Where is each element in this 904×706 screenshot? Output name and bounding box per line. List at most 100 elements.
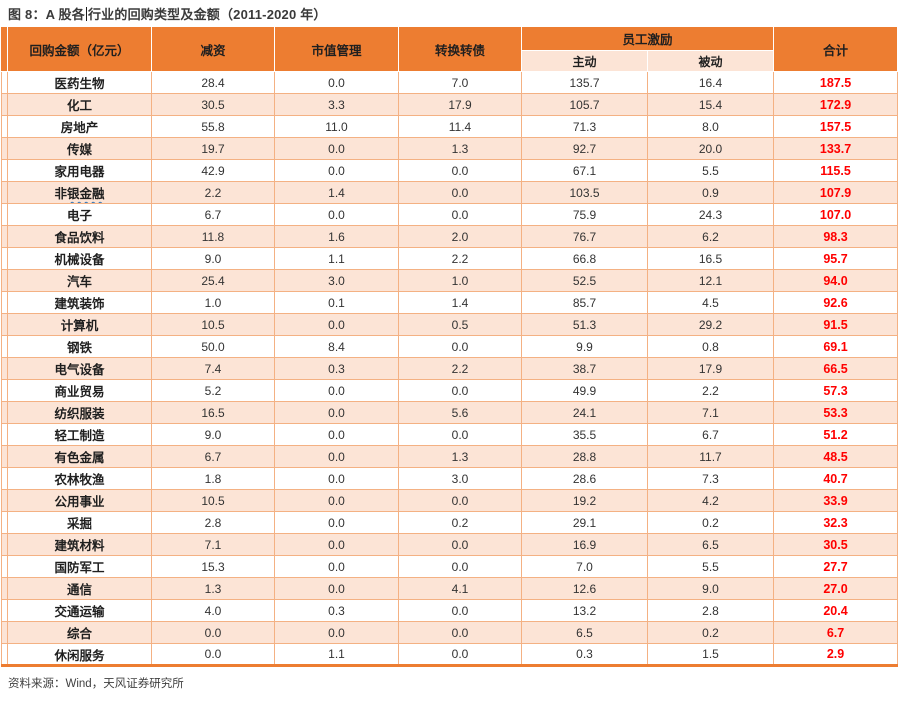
row-label-cell: 汽车 <box>7 269 152 292</box>
figure-title-suffix: 行业的回购类型及金额（2011-2020 年） <box>87 7 327 22</box>
value-cell: 0.0 <box>398 643 522 666</box>
value-cell: 1.3 <box>151 577 275 600</box>
value-cell: 7.3 <box>646 467 775 490</box>
value-cell: 9.0 <box>151 423 275 446</box>
value-cell: 24.1 <box>521 401 648 424</box>
total-cell: 51.2 <box>773 423 899 446</box>
value-cell: 35.5 <box>521 423 648 446</box>
value-cell: 49.9 <box>521 379 648 402</box>
figure-title-prefix: 图 8：A 股各 <box>8 7 85 22</box>
value-cell: 5.2 <box>151 379 275 402</box>
value-cell: 42.9 <box>151 159 275 182</box>
value-cell: 0.0 <box>274 423 399 446</box>
value-cell: 12.6 <box>521 577 648 600</box>
value-cell: 66.8 <box>521 247 648 270</box>
table-row: 公用事业 10.5 0.0 0.0 19.2 4.2 33.9 <box>1 489 899 512</box>
value-cell: 7.1 <box>646 401 775 424</box>
value-cell: 11.4 <box>398 115 522 138</box>
value-cell: 19.2 <box>521 489 648 512</box>
table-row: 医药生物 28.4 0.0 7.0 135.7 16.4 187.5 <box>1 71 899 94</box>
value-cell: 17.9 <box>398 93 522 116</box>
value-cell: 19.7 <box>151 137 275 160</box>
total-cell: 66.5 <box>773 357 899 380</box>
total-cell: 92.6 <box>773 291 899 314</box>
table-row: 商业贸易 5.2 0.0 0.0 49.9 2.2 57.3 <box>1 379 899 402</box>
value-cell: 6.7 <box>151 445 275 468</box>
value-cell: 55.8 <box>151 115 275 138</box>
value-cell: 1.3 <box>398 137 522 160</box>
value-cell: 24.3 <box>646 203 775 226</box>
value-cell: 1.4 <box>398 291 522 314</box>
row-label-cell: 建筑材料 <box>7 533 152 556</box>
total-cell: 172.9 <box>773 93 899 116</box>
value-cell: 1.3 <box>398 445 522 468</box>
row-label-cell: 国防军工 <box>7 555 152 578</box>
value-cell: 85.7 <box>521 291 648 314</box>
value-cell: 75.9 <box>521 203 648 226</box>
value-cell: 0.3 <box>274 357 399 380</box>
value-cell: 2.8 <box>151 511 275 534</box>
value-cell: 6.5 <box>646 533 775 556</box>
total-cell: 2.9 <box>773 643 899 666</box>
col-header-total: 合计 <box>773 26 899 72</box>
value-cell: 5.5 <box>646 555 775 578</box>
row-label-cell: 纺织服装 <box>7 401 152 424</box>
col-header-convert: 转换转债 <box>398 26 522 72</box>
value-cell: 1.8 <box>151 467 275 490</box>
value-cell: 28.4 <box>151 71 275 94</box>
value-cell: 1.5 <box>646 643 775 666</box>
value-cell: 0.0 <box>274 533 399 556</box>
total-cell: 40.7 <box>773 467 899 490</box>
value-cell: 67.1 <box>521 159 648 182</box>
value-cell: 17.9 <box>646 357 775 380</box>
value-cell: 0.0 <box>274 379 399 402</box>
total-cell: 157.5 <box>773 115 899 138</box>
table-row: 计算机 10.5 0.0 0.5 51.3 29.2 91.5 <box>1 313 899 336</box>
value-cell: 0.0 <box>274 489 399 512</box>
value-cell: 29.1 <box>521 511 648 534</box>
row-label-cell: 食品饮料 <box>7 225 152 248</box>
value-cell: 9.0 <box>646 577 775 600</box>
total-cell: 91.5 <box>773 313 899 336</box>
value-cell: 15.4 <box>646 93 775 116</box>
col-header-marketcap: 市值管理 <box>274 26 399 72</box>
value-cell: 9.9 <box>521 335 648 358</box>
value-cell: 1.0 <box>151 291 275 314</box>
total-cell: 27.7 <box>773 555 899 578</box>
table-row: 休闲服务 0.0 1.1 0.0 0.3 1.5 2.9 <box>1 643 899 666</box>
total-cell: 53.3 <box>773 401 899 424</box>
value-cell: 11.0 <box>274 115 399 138</box>
value-cell: 0.0 <box>274 555 399 578</box>
total-cell: 115.5 <box>773 159 899 182</box>
total-cell: 32.3 <box>773 511 899 534</box>
table-row: 国防军工 15.3 0.0 0.0 7.0 5.5 27.7 <box>1 555 899 578</box>
value-cell: 50.0 <box>151 335 275 358</box>
value-cell: 3.3 <box>274 93 399 116</box>
value-cell: 4.1 <box>398 577 522 600</box>
table-row: 家用电器 42.9 0.0 0.0 67.1 5.5 115.5 <box>1 159 899 182</box>
row-label-cell: 计算机 <box>7 313 152 336</box>
value-cell: 0.0 <box>151 643 275 666</box>
value-cell: 92.7 <box>521 137 648 160</box>
value-cell: 6.5 <box>521 621 648 644</box>
value-cell: 11.7 <box>646 445 775 468</box>
total-cell: 6.7 <box>773 621 899 644</box>
buyback-table: 回购金额（亿元） 减资 市值管理 转换转债 员工激励 合计 主动 被动 医药生物… <box>1 26 899 667</box>
value-cell: 0.0 <box>274 313 399 336</box>
value-cell: 1.1 <box>274 247 399 270</box>
table-row: 有色金属 6.7 0.0 1.3 28.8 11.7 48.5 <box>1 445 899 468</box>
value-cell: 0.3 <box>274 599 399 622</box>
value-cell: 0.2 <box>646 621 775 644</box>
value-cell: 13.2 <box>521 599 648 622</box>
table-header: 回购金额（亿元） 减资 市值管理 转换转债 员工激励 合计 主动 被动 <box>1 26 899 72</box>
value-cell: 30.5 <box>151 93 275 116</box>
value-cell: 0.0 <box>274 445 399 468</box>
value-cell: 25.4 <box>151 269 275 292</box>
table-row: 传媒 19.7 0.0 1.3 92.7 20.0 133.7 <box>1 137 899 160</box>
row-label-cell: 综合 <box>7 621 152 644</box>
table-row: 采掘 2.8 0.0 0.2 29.1 0.2 32.3 <box>1 511 899 534</box>
row-label-cell: 化工 <box>7 93 152 116</box>
total-cell: 107.9 <box>773 181 899 204</box>
total-cell: 48.5 <box>773 445 899 468</box>
